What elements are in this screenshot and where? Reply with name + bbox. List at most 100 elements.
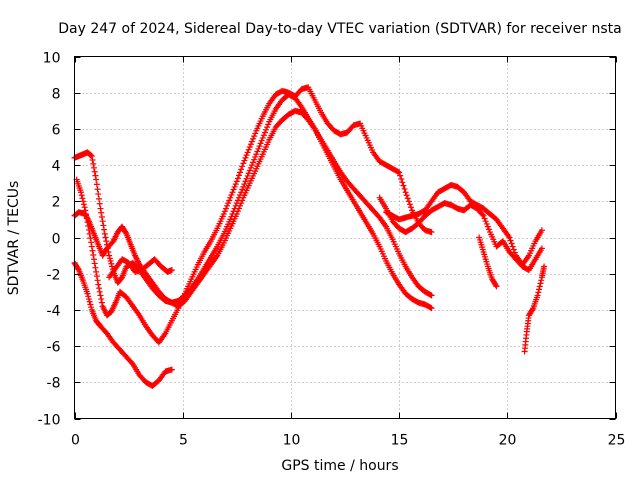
y-tick-label: 4 (52, 159, 61, 175)
data-point (81, 201, 87, 207)
data-point (259, 138, 265, 144)
data-point (402, 186, 408, 192)
data-point (237, 192, 243, 198)
data-point (246, 147, 252, 153)
data-point (254, 149, 260, 155)
data-point (97, 292, 103, 298)
data-point (262, 130, 268, 136)
data-point (95, 277, 101, 283)
data-point (95, 282, 101, 288)
data-point (99, 214, 105, 220)
x-tick-label: 15 (391, 433, 409, 449)
data-point (251, 133, 257, 139)
data-point (79, 195, 85, 201)
y-axis-label: SDTVAR / TECUs (6, 181, 22, 296)
chart: Day 247 of 2024, Sidereal Day-to-day VTE… (0, 0, 640, 480)
y-tick-label: -2 (47, 268, 61, 284)
data-point (240, 160, 246, 166)
data-point (90, 252, 96, 258)
x-tick-label: 10 (283, 433, 301, 449)
y-tick-label: -6 (47, 340, 61, 356)
data-point (90, 248, 96, 254)
data-point (406, 198, 412, 204)
data-point (101, 227, 107, 233)
data-point (226, 197, 232, 203)
data-point (93, 269, 99, 275)
data-point (223, 206, 229, 212)
data-point (79, 192, 85, 198)
data-point (231, 187, 237, 193)
data-point (94, 181, 100, 187)
data-point (245, 149, 251, 155)
data-point (260, 135, 266, 141)
data-point (485, 224, 491, 230)
y-tick-label: 10 (43, 51, 61, 67)
data-point (240, 184, 246, 190)
data-point (86, 296, 92, 302)
data-point (235, 197, 241, 203)
x-tick-label: 5 (179, 433, 188, 449)
data-point (241, 158, 247, 164)
data-point (99, 300, 105, 306)
data-point (100, 222, 106, 228)
data-point (237, 169, 243, 175)
data-point (95, 191, 101, 197)
data-point (225, 200, 231, 206)
x-tick-label: 0 (71, 433, 80, 449)
data-point (251, 157, 257, 163)
data-point (248, 141, 254, 147)
data-point (249, 139, 255, 145)
data-point (257, 143, 263, 149)
data-point (222, 208, 228, 214)
data-point (247, 168, 253, 174)
data-point (87, 299, 93, 305)
data-point (89, 244, 95, 250)
data-point (249, 162, 255, 168)
x-tick-label: 25 (608, 433, 626, 449)
data-point (102, 231, 108, 237)
data-point (536, 286, 542, 292)
data-point (236, 195, 242, 201)
data-point (228, 192, 234, 198)
data-point (407, 201, 413, 207)
y-tick-label: 6 (52, 123, 61, 139)
data-point (82, 204, 88, 210)
data-point (97, 206, 103, 212)
data-point (233, 203, 239, 209)
data-point (96, 196, 102, 202)
data-point (408, 204, 414, 210)
data-point (253, 151, 259, 157)
data-point (250, 136, 256, 142)
data-point (537, 280, 543, 286)
y-tick-label: 2 (52, 195, 61, 211)
data-point (252, 130, 258, 136)
data-point (233, 181, 239, 187)
x-tick-label: 20 (499, 433, 517, 449)
data-point (88, 304, 94, 310)
grid (75, 57, 616, 419)
y-tick-label: -8 (47, 376, 61, 392)
data-point (108, 258, 114, 264)
data-point (250, 159, 256, 165)
data-point (229, 189, 235, 195)
data-point (261, 132, 267, 138)
data-point (538, 277, 544, 283)
series-track-9 (522, 263, 547, 354)
y-tick-label: -10 (38, 413, 61, 429)
data-point (95, 186, 101, 192)
data-point (103, 235, 109, 241)
y-tick-label: 0 (52, 232, 61, 248)
data-point (92, 265, 98, 271)
data-point (236, 172, 242, 178)
data-point (91, 165, 97, 171)
y-tick-label: -4 (47, 304, 61, 320)
data-point (264, 124, 270, 130)
data-point (227, 195, 233, 201)
data-point (232, 206, 238, 212)
data-point (107, 255, 113, 261)
data-point (252, 154, 258, 160)
data-point (510, 244, 516, 250)
data-point (239, 163, 245, 169)
data-point (96, 285, 102, 291)
data-point (232, 184, 238, 190)
